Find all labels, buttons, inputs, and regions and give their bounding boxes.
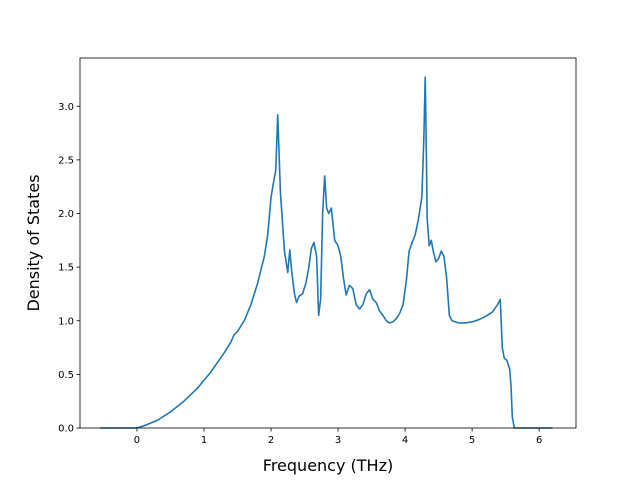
plot-frame — [79, 57, 577, 429]
x-tick-label: 2 — [268, 435, 274, 446]
y-tick-label: 0.0 — [58, 424, 74, 435]
x-tick-label: 0 — [134, 435, 140, 446]
plot-area — [80, 58, 576, 428]
dos-series-line — [100, 76, 553, 429]
x-tick-label: 5 — [469, 435, 475, 446]
axis-ticks: 0 1 2 3 4 5 6 0.0 0.5 1.0 1.5 2.0 2.5 3.0 — [58, 102, 542, 446]
x-tick-label: 4 — [402, 435, 408, 446]
y-tick-label: 1.5 — [58, 263, 74, 274]
y-tick-label: 3.0 — [58, 102, 74, 113]
y-tick-label: 1.0 — [58, 316, 74, 327]
y-tick-label: 2.0 — [58, 209, 74, 220]
y-axis-label: Density of States — [24, 174, 43, 311]
x-axis-label: Frequency (THz) — [263, 456, 393, 475]
x-tick-label: 6 — [536, 435, 542, 446]
y-tick-label: 0.5 — [58, 370, 74, 381]
x-tick-label: 3 — [335, 435, 341, 446]
x-tick-label: 1 — [201, 435, 207, 446]
y-tick-label: 2.5 — [58, 155, 74, 166]
